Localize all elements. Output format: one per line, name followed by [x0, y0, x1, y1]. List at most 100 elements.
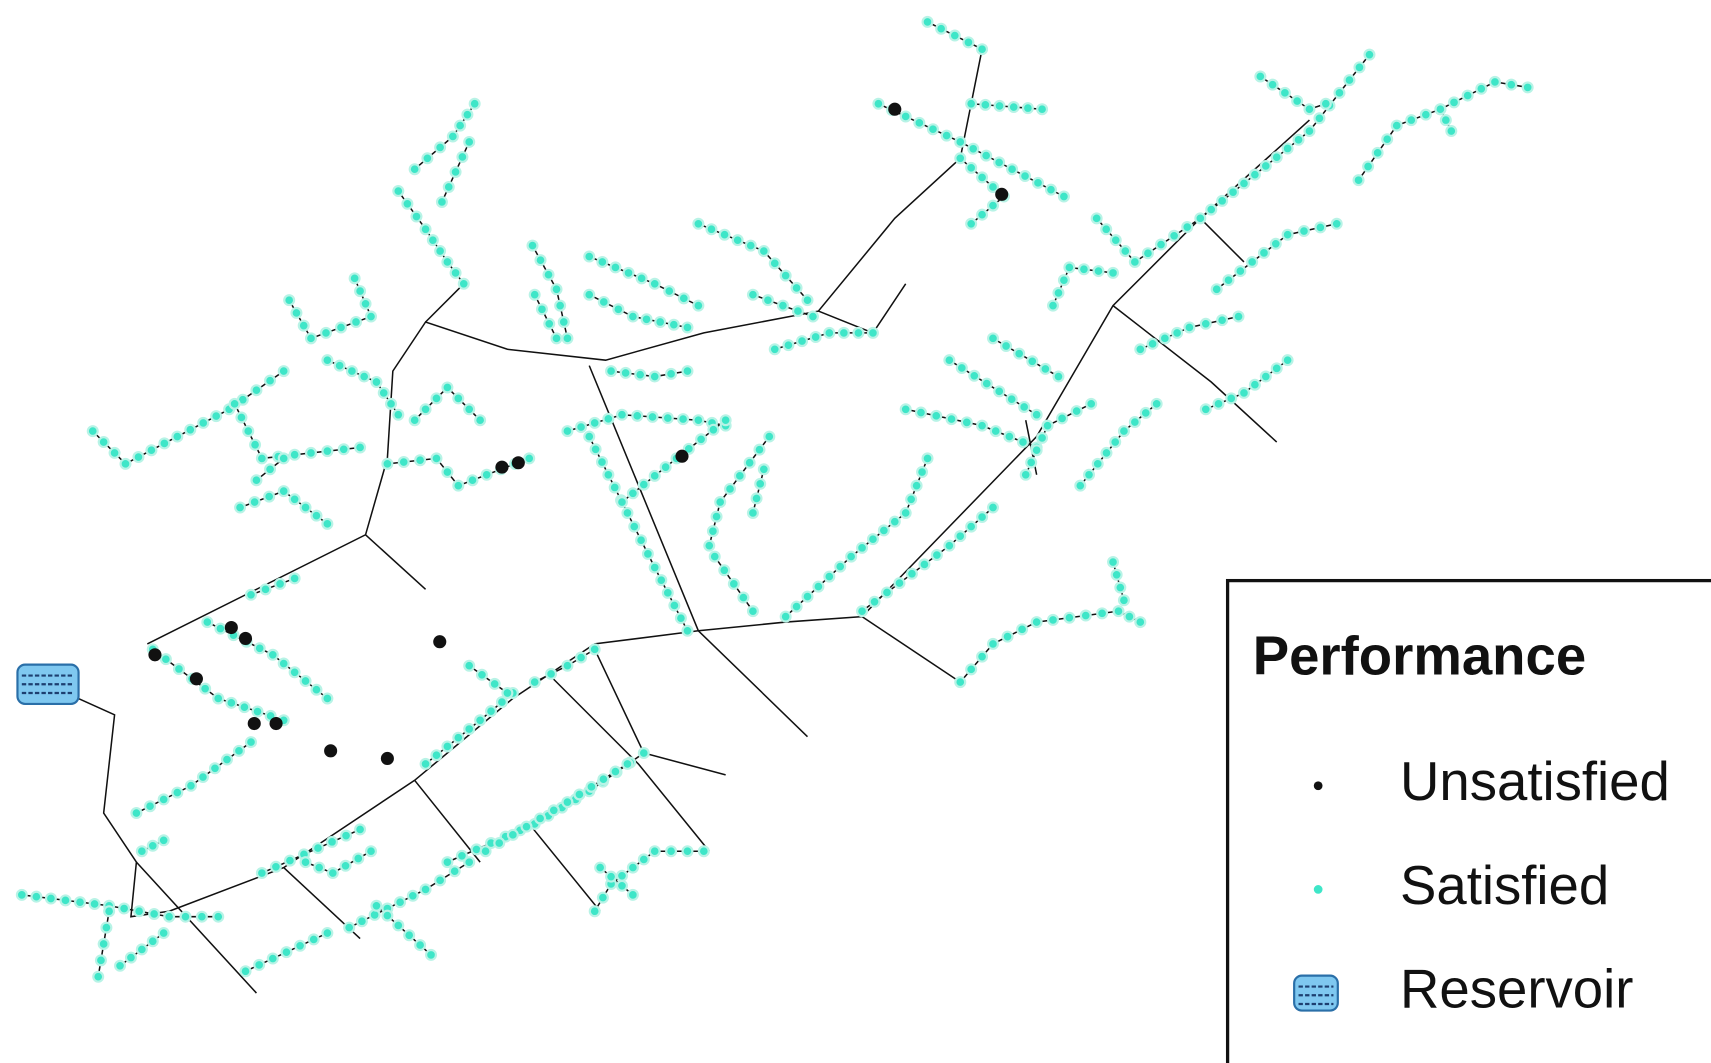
satisfied-node: [576, 422, 586, 432]
satisfied-node: [636, 535, 646, 545]
satisfied-node: [350, 273, 360, 283]
satisfied-node: [770, 258, 780, 268]
satisfied-node: [704, 541, 714, 551]
satisfied-node: [599, 297, 609, 307]
satisfied-node: [1335, 88, 1345, 98]
satisfied-node: [477, 670, 487, 680]
satisfied-node: [421, 404, 431, 414]
satisfied-node: [306, 448, 316, 458]
satisfied-node: [1239, 388, 1249, 398]
satisfied-node: [1032, 445, 1042, 455]
satisfied-node: [1201, 319, 1211, 329]
satisfied-node: [393, 186, 403, 196]
satisfied-node: [650, 279, 660, 289]
satisfied-node: [104, 906, 114, 916]
satisfied-node: [621, 368, 631, 378]
satisfied-node: [172, 432, 182, 442]
satisfied-node: [955, 677, 965, 687]
unsatisfied-node: [675, 450, 688, 463]
satisfied-node: [683, 366, 693, 376]
satisfied-node: [563, 797, 573, 807]
satisfied-node: [464, 404, 474, 414]
satisfied-node: [464, 661, 474, 671]
satisfied-node: [907, 569, 917, 579]
satisfied-node: [764, 432, 774, 442]
satisfied-node: [650, 372, 660, 382]
satisfied-node: [931, 411, 941, 421]
satisfied-node: [486, 706, 496, 716]
pipe: [753, 469, 764, 513]
satisfied-node: [75, 897, 85, 907]
satisfied-node: [890, 517, 900, 527]
unsatisfied-node: [495, 461, 508, 474]
satisfied-node: [451, 268, 461, 278]
satisfied-node: [1007, 394, 1017, 404]
satisfied-node: [874, 99, 884, 109]
satisfied-node: [410, 164, 420, 174]
satisfied-node: [650, 471, 660, 481]
satisfied-node: [977, 421, 987, 431]
satisfied-node: [1250, 170, 1260, 180]
satisfied-node: [1102, 448, 1112, 458]
satisfied-node: [437, 197, 447, 207]
satisfied-node: [977, 652, 987, 662]
satisfied-node: [1072, 406, 1082, 416]
satisfied-node: [1268, 80, 1278, 90]
satisfied-node: [813, 582, 823, 592]
satisfied-node: [1172, 328, 1182, 338]
satisfied-node: [1506, 80, 1516, 90]
satisfied-node: [335, 361, 345, 371]
satisfied-node: [991, 426, 1001, 436]
satisfied-node: [781, 612, 791, 622]
satisfied-node: [402, 199, 412, 209]
satisfied-node: [186, 781, 196, 791]
satisfied-node: [1108, 268, 1118, 278]
satisfied-node: [803, 592, 813, 602]
satisfied-node: [301, 503, 311, 513]
satisfied-node: [666, 369, 676, 379]
satisfied-node: [1259, 248, 1269, 258]
satisfied-node: [164, 912, 174, 922]
satisfied-node: [1110, 437, 1120, 447]
satisfied-node: [268, 954, 278, 964]
unsatisfied-node: [512, 456, 525, 469]
satisfied-node: [666, 846, 676, 856]
satisfied-node: [778, 301, 788, 311]
satisfied-node: [824, 572, 834, 582]
satisfied-node: [159, 794, 169, 804]
satisfied-node: [655, 317, 665, 327]
pipe: [469, 666, 507, 693]
satisfied-node: [1094, 266, 1104, 276]
satisfied-node: [126, 953, 136, 963]
satisfied-node: [868, 328, 878, 338]
satisfied-node: [679, 293, 689, 303]
satisfied-node: [555, 301, 565, 311]
satisfied-node: [359, 372, 369, 382]
satisfied-node: [1160, 333, 1170, 343]
satisfied-node: [1490, 77, 1500, 87]
satisfied-node: [257, 453, 267, 463]
satisfied-node: [590, 418, 600, 428]
satisfied-node: [839, 328, 849, 338]
satisfied-node: [1027, 356, 1037, 366]
satisfied-node: [301, 676, 311, 686]
satisfied-node: [357, 916, 367, 926]
satisfied-node: [322, 694, 332, 704]
satisfied-node: [748, 290, 758, 300]
pipe: [1217, 224, 1337, 289]
satisfied-node: [428, 235, 438, 245]
satisfied-node: [617, 410, 627, 420]
satisfied-node: [265, 464, 275, 474]
satisfied-node: [587, 782, 597, 792]
satisfied-node: [145, 801, 155, 811]
satisfied-node: [1018, 437, 1028, 447]
legend: Performance Unsatisfied Satisfied Reserv…: [1228, 581, 1711, 1063]
satisfied-node: [290, 450, 300, 460]
satisfied-node: [595, 863, 605, 873]
satisfied-node: [1112, 570, 1122, 580]
satisfied-node: [379, 388, 389, 398]
satisfied-node: [988, 639, 998, 649]
satisfied-node: [914, 118, 924, 128]
satisfied-node: [1247, 257, 1257, 267]
satisfied-node: [1365, 50, 1375, 60]
